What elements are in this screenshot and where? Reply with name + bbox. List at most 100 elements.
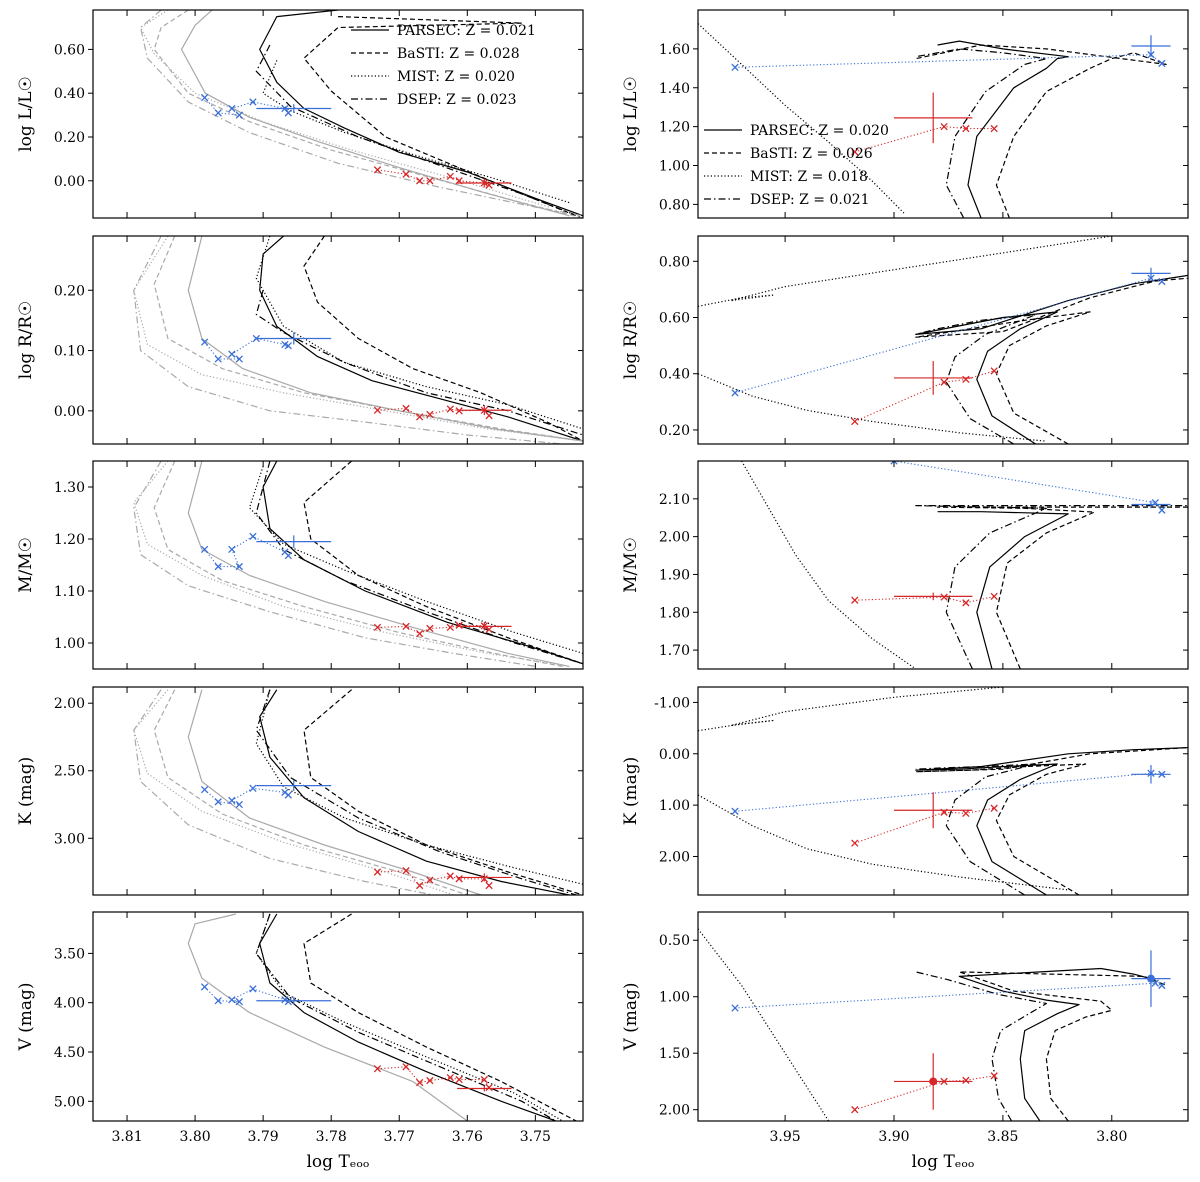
marker-stroke (373, 406, 382, 414)
marker-stroke (455, 621, 463, 629)
y-tick-label: 0.20 (659, 423, 690, 439)
data-point-marker (235, 111, 243, 119)
marker-stroke (214, 355, 222, 363)
marker-stroke (1158, 981, 1166, 990)
data-point-marker (446, 172, 454, 181)
panel-frame (92, 460, 584, 670)
data-point-marker (200, 93, 209, 102)
series-line-parsec-grey- (180, 10, 570, 217)
legend-entry-label: BaSTI: Z = 0.028 (397, 46, 520, 62)
marker-stroke (851, 1106, 859, 1114)
x-tick-label: 3.85 (987, 1129, 1018, 1145)
marker-stroke (485, 881, 493, 890)
marker-stroke (373, 623, 382, 632)
marker-stroke (893, 461, 898, 465)
marker-stroke (416, 1078, 424, 1087)
marker-stroke (214, 562, 222, 571)
marker-stroke (249, 532, 257, 541)
y-tick-label: 0.00 (54, 174, 85, 190)
plot-area (698, 236, 1188, 444)
marker-stroke (402, 867, 410, 875)
data-point-marker (851, 596, 859, 604)
data-point-marker (1158, 59, 1166, 68)
series-line-component-b (854, 370, 995, 423)
data-point-marker (446, 872, 454, 880)
data-point-marker (426, 177, 434, 185)
y-tick-label: 1.20 (54, 532, 85, 548)
data-point-marker (200, 545, 209, 554)
data-point-marker (446, 405, 454, 413)
data-point-marker (402, 170, 410, 178)
y-axis-label: V (mag) (16, 982, 36, 1051)
marker-stroke (426, 177, 434, 185)
series-line-mist-z-0-020 (262, 60, 570, 204)
error-bar (457, 178, 512, 188)
marker-stroke (1158, 59, 1166, 68)
data-point-marker (962, 809, 970, 818)
data-point-marker (284, 791, 292, 799)
y-tick-label: 1.00 (54, 636, 85, 652)
error-bar-center (1146, 974, 1155, 983)
marker-stroke (851, 148, 859, 156)
marker-stroke (480, 1075, 488, 1084)
x-tick-label: 3.81 (111, 1129, 142, 1145)
y-axis-label: K (mag) (16, 757, 36, 826)
data-point-marker (1158, 981, 1166, 990)
data-point-marker (249, 532, 257, 541)
y-tick-label: 2.10 (659, 492, 690, 508)
series-line-component-b (377, 870, 490, 887)
x-tick-label: 3.80 (179, 1129, 210, 1145)
series-line-mist (698, 236, 1112, 307)
y-axis-label: V (mag) (621, 982, 641, 1051)
series-line-basti (303, 236, 583, 442)
marker-stroke (426, 410, 434, 419)
series-line-basti-z-0-028 (303, 16, 577, 217)
legend-entry-label: MIST: Z = 0.018 (750, 169, 868, 185)
y-tick-label: 0.50 (659, 933, 690, 949)
series-line-dsep (255, 913, 557, 1121)
marker-stroke (851, 839, 859, 847)
marker-stroke (402, 170, 410, 178)
data-point-marker (731, 63, 739, 72)
error-bar (457, 873, 512, 882)
y-axis-label: M/M☉ (621, 537, 641, 593)
data-point-marker (990, 1072, 998, 1080)
series-line-dsep-grey- (133, 236, 563, 444)
series-line-dsep (915, 505, 1188, 669)
data-point-marker (373, 868, 382, 876)
y-tick-label: 0.10 (54, 344, 85, 360)
legend: PARSEC: Z = 0.020 BaSTI: Z = 0.026 MIST: Z… (704, 123, 889, 208)
series-line-component-a (734, 277, 1163, 394)
marker-stroke (252, 334, 260, 343)
marker-stroke (235, 111, 243, 119)
data-point-marker (990, 592, 998, 601)
series-line-parsec-z-0-020 (937, 40, 1069, 218)
marker-stroke (214, 997, 222, 1005)
marker-stroke (446, 1073, 454, 1082)
y-tick-label: 2.00 (659, 849, 690, 865)
y-tick-label: 2.50 (54, 764, 85, 780)
marker-stroke (455, 1075, 463, 1084)
marker-stroke (200, 545, 209, 554)
panel-frame (697, 9, 1189, 219)
data-point-marker (731, 389, 739, 397)
data-point-marker (940, 593, 948, 601)
series-line-component-a (734, 772, 1162, 812)
series-line-basti (958, 971, 1167, 1121)
marker-stroke (990, 367, 998, 375)
series-line-mist-z-0-018 (698, 23, 906, 215)
data-point-marker (402, 867, 410, 875)
series-line-component-b (854, 1075, 995, 1111)
marker-stroke (249, 98, 257, 106)
data-point-marker (416, 413, 424, 421)
marker-stroke (416, 413, 424, 421)
plot-area (698, 928, 1171, 1121)
y-tick-label: 1.80 (659, 605, 690, 621)
data-point-marker (851, 148, 859, 156)
data-point-marker (962, 375, 970, 384)
error-bar (256, 996, 332, 1005)
x-tick-label: 3.77 (384, 1129, 415, 1145)
series-line-basti (915, 277, 1188, 444)
panel-rl: 0.00 0.10 0.20 log R/R☉ (16, 235, 584, 445)
marker-stroke (402, 404, 410, 413)
